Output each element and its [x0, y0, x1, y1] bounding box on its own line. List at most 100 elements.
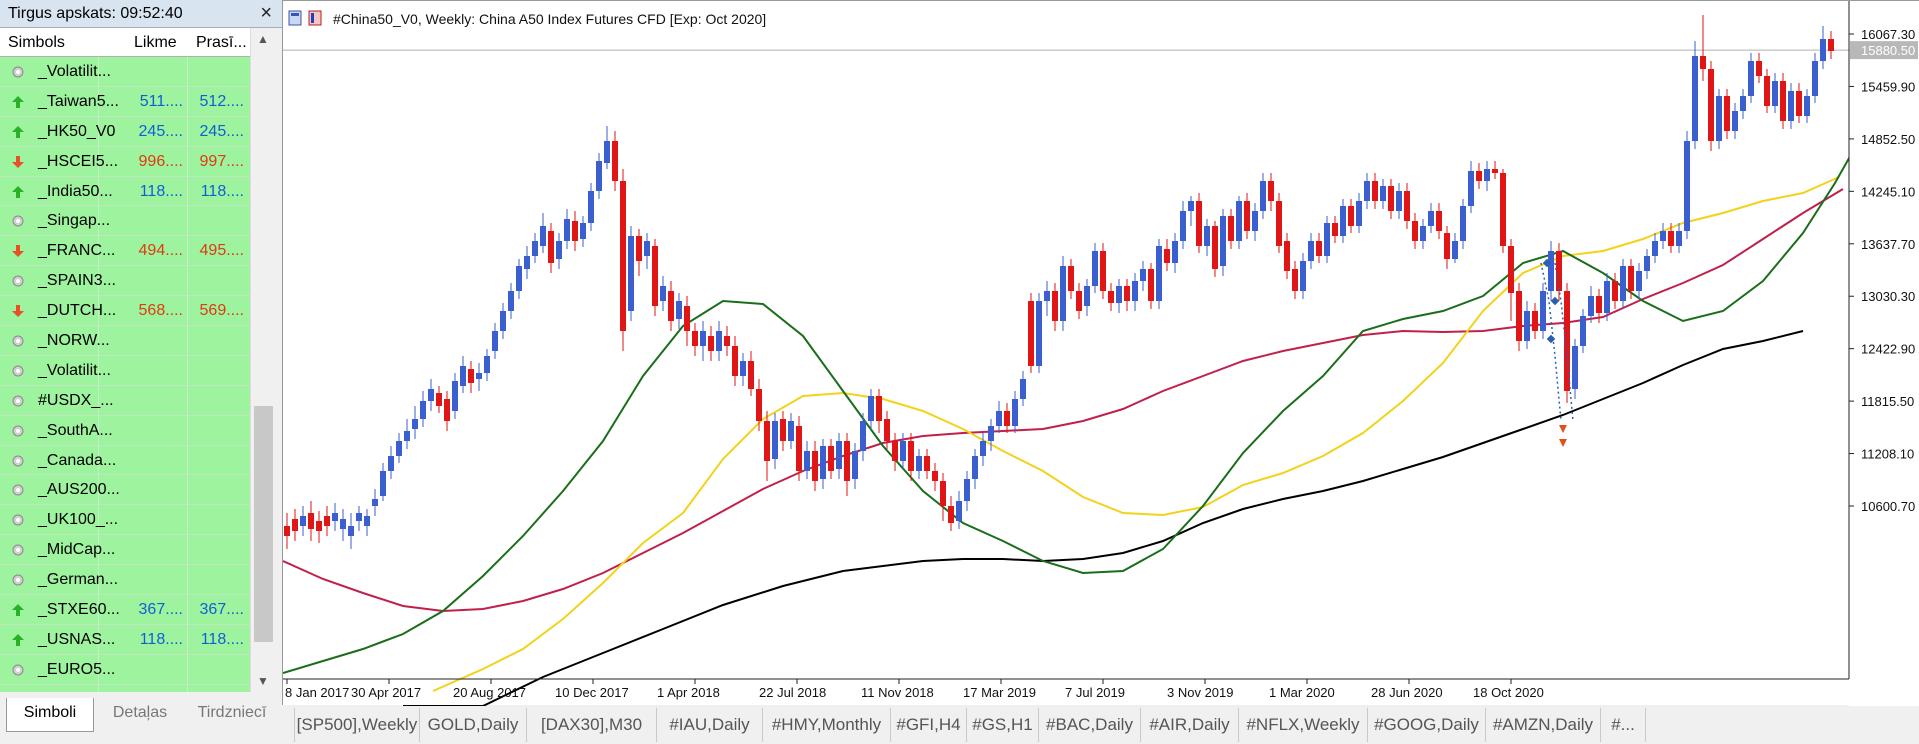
scrollbar-thumb[interactable]	[254, 406, 273, 642]
symbol-row[interactable]: _VIX_70295295	[0, 684, 250, 692]
chart-tab[interactable]: #NFLX,Weekly	[1239, 708, 1368, 742]
chart-tab[interactable]: #GS,H1	[967, 708, 1039, 742]
chart-tab[interactable]: #GOOG,Daily	[1368, 708, 1486, 742]
symbol-row[interactable]: _EURO5...	[0, 654, 250, 685]
indicator-window-icon[interactable]	[308, 10, 322, 26]
column-header-bid[interactable]: Likme	[134, 34, 177, 51]
bull-candle	[348, 513, 354, 549]
symbol-row[interactable]: _FRANC... 494.... 495....	[0, 236, 250, 267]
bull-candle	[1676, 223, 1682, 253]
candle-body	[348, 526, 354, 536]
symbol-list: _Volatilit... _Taiwan5... 511.... 512.... _H…	[0, 57, 250, 692]
symbol-row[interactable]: _Volatilit...	[0, 355, 250, 386]
close-icon[interactable]: ×	[260, 2, 272, 24]
symbol-row[interactable]: #USDX_...	[0, 385, 250, 416]
chart-tab[interactable]: #HMY,Monthly	[763, 708, 891, 742]
price-chart[interactable]: 16067.30 15459.90 14852.50 14245.10 13637.70…	[283, 1, 1919, 706]
bull-candle	[1820, 26, 1826, 69]
bear-candle	[1436, 203, 1442, 239]
bull-candle	[1740, 89, 1746, 119]
symbol-row[interactable]: _STXE60... 367.... 367....	[0, 595, 250, 625]
chart-tab[interactable]: #...	[1601, 708, 1646, 742]
candle-body	[836, 441, 842, 469]
symbol-row[interactable]: _SPAIN3...	[0, 266, 250, 297]
symbol-row[interactable]: _Canada...	[0, 445, 250, 476]
bull-candle	[1548, 241, 1554, 301]
bull-candle	[1356, 193, 1362, 233]
chart-title: #China50_V0, Weekly: China A50 Index Fut…	[333, 11, 766, 27]
bull-candle	[1636, 263, 1642, 299]
symbol-row[interactable]: _India50... 118.... 118....	[0, 176, 250, 207]
bull-candle	[1020, 371, 1026, 406]
scroll-up-icon[interactable]: ▲	[257, 32, 269, 46]
candle-body	[468, 369, 474, 383]
candle-body	[1044, 291, 1050, 301]
bull-candle	[364, 509, 370, 536]
symbol-row[interactable]: _DUTCH... 568.... 569....	[0, 296, 250, 327]
candle-body	[996, 411, 1002, 426]
symbol-row[interactable]: _Volatilit...	[0, 57, 250, 87]
bull-candle	[1180, 201, 1186, 249]
chart-tab[interactable]: [DAX30],M30	[527, 708, 657, 742]
bull-candle	[852, 443, 858, 489]
candle-body	[1300, 261, 1306, 291]
candle-body	[1580, 316, 1586, 346]
bear-candle	[1004, 403, 1010, 433]
symbol-row[interactable]: _AUS200...	[0, 475, 250, 506]
symbol-row[interactable]: _Taiwan5... 511.... 512....	[0, 86, 250, 117]
bull-candle	[524, 246, 530, 279]
candle-body	[532, 241, 538, 256]
candle-body	[964, 479, 970, 501]
symbol-row[interactable]: _USNAS... 118.... 118....	[0, 624, 250, 655]
bear-candle	[284, 513, 290, 549]
bull-candle	[1092, 243, 1098, 293]
symbol-row[interactable]: _SouthA...	[0, 415, 250, 446]
candle-body	[1452, 241, 1458, 259]
chart-tab[interactable]: #AMZN,Daily	[1486, 708, 1601, 742]
candle-body	[1140, 269, 1146, 281]
chart-tab[interactable]: [SP500],Weekly	[294, 708, 420, 742]
bear-candle	[1828, 31, 1834, 59]
market-watch-header: Simbols Likme Prasī...	[0, 28, 250, 57]
candle-body	[908, 441, 914, 471]
bull-candle	[452, 373, 458, 419]
candle-body	[724, 336, 730, 346]
market-watch-scrollbar[interactable]: ▲ ▼	[250, 28, 276, 692]
symbol-row[interactable]: _NORW...	[0, 326, 250, 356]
symbol-row[interactable]: _HK50_V0 245.... 245....	[0, 116, 250, 147]
symbol-row[interactable]: _MidCap...	[0, 535, 250, 566]
chart-tab[interactable]: #GFI,H4	[891, 708, 967, 742]
column-header-symbol[interactable]: Simbols	[8, 34, 65, 51]
candle-body	[1244, 201, 1250, 231]
symbol-row[interactable]: _HSCEI5... 996.... 997....	[0, 146, 250, 177]
bear-candle	[636, 229, 642, 276]
bear-candle	[620, 169, 626, 351]
bear-candle	[764, 411, 770, 481]
symbol-row[interactable]: _UK100_...	[0, 505, 250, 536]
tab-details[interactable]: Detaļas	[112, 704, 168, 721]
chart-tab[interactable]: #BAC,Daily	[1039, 708, 1141, 742]
ask-price: 512....	[199, 92, 244, 110]
chart-tab[interactable]: #AIR,Daily	[1141, 708, 1239, 742]
bull-candle	[532, 233, 538, 263]
chart-tab[interactable]: #IAU,Daily	[657, 708, 763, 742]
chart-window[interactable]: 16067.30 15459.90 14852.50 14245.10 13637.70…	[282, 0, 1919, 706]
time-label: 20 Aug 2017	[453, 685, 526, 700]
price-label: 12422.90	[1861, 342, 1915, 357]
column-header-ask[interactable]: Prasī...	[196, 34, 247, 51]
chart-tab[interactable]: GOLD,Daily	[420, 708, 527, 742]
candle-body	[1380, 186, 1386, 201]
symbol-row[interactable]: _Singap...	[0, 206, 250, 237]
bull-candle	[1044, 281, 1050, 316]
tab-trading[interactable]: Tirdzniecī	[197, 704, 267, 721]
bull-candle	[900, 433, 906, 469]
tab-symbols[interactable]: Simboli	[6, 698, 94, 732]
symbol-row[interactable]: _German...	[0, 565, 250, 596]
bull-candle	[1748, 53, 1754, 103]
chart-tab-bar: [SP500],Weekly GOLD,Daily [DAX30],M30 #IAU,…	[282, 708, 1919, 742]
bear-candle	[668, 281, 674, 331]
market-watch-tabs: Simboli Detaļas Tirdzniecī	[0, 698, 282, 734]
scroll-down-icon[interactable]: ▼	[257, 674, 269, 688]
candle-body	[1628, 266, 1634, 291]
candle-body	[1820, 39, 1826, 61]
